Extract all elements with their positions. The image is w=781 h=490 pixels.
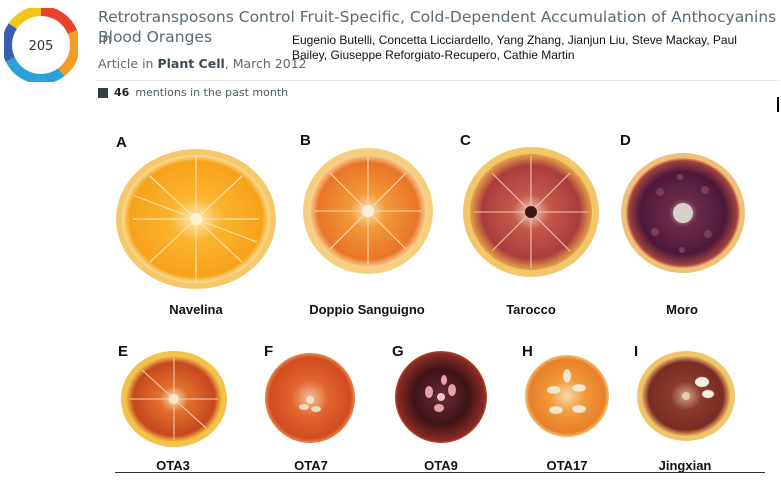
label-ota17: OTA17 xyxy=(546,458,588,473)
moro-orange-image xyxy=(621,153,745,273)
authors-line2: Bailey, Giuseppe Reforgiato-Recupero, Ca… xyxy=(292,48,575,62)
text-cursor xyxy=(777,97,779,112)
ota3-orange-image xyxy=(121,351,227,447)
article-meta: Article in Plant Cell, March 2012 xyxy=(98,56,307,71)
panel-letter-f: F xyxy=(264,343,274,360)
label-ota9: OTA9 xyxy=(424,458,458,473)
doppio-sanguigno-orange-image xyxy=(303,148,433,274)
panel-letter-c: C xyxy=(460,132,471,149)
ota17-orange-image xyxy=(525,355,609,437)
panel-letter-g: G xyxy=(392,343,404,360)
mentions-square-icon xyxy=(98,87,108,98)
panel-letter-b: B xyxy=(300,132,311,149)
journal-name[interactable]: Plant Cell xyxy=(157,56,225,71)
meta-prefix: Article in xyxy=(98,56,154,71)
mentions-summary[interactable]: 46 mentions in the past month xyxy=(98,86,288,99)
label-navelina: Navelina xyxy=(169,302,223,317)
ota9-orange-image xyxy=(395,351,487,443)
panel-letter-e: E xyxy=(118,343,129,360)
panel-letter-h: H xyxy=(522,343,533,360)
authors-line1: Eugenio Butelli, Concetta Licciardello, … xyxy=(292,33,737,47)
ota7-orange-image xyxy=(265,353,355,443)
label-ota3: OTA3 xyxy=(156,458,190,473)
mentions-count: 46 xyxy=(114,86,130,99)
author-list: Eugenio Butelli, Concetta Licciardello, … xyxy=(292,33,762,63)
header-divider xyxy=(96,80,780,81)
altmetric-score: 205 xyxy=(29,39,54,54)
article-title-line1[interactable]: Retrotransposons Control Fruit-Specific,… xyxy=(98,8,777,48)
panel-letter-d: D xyxy=(620,132,631,149)
panel-letter-a: A xyxy=(116,134,127,151)
figure-bottom-rule xyxy=(115,472,765,473)
mentions-text: mentions in the past month xyxy=(135,86,289,99)
navelina-orange-image xyxy=(116,149,276,289)
label-doppio-sanguigno: Doppio Sanguigno xyxy=(309,302,425,317)
label-jingxian: Jingxian xyxy=(658,458,712,473)
label-ota7: OTA7 xyxy=(294,458,328,473)
label-moro: Moro xyxy=(666,302,698,317)
altmetric-badge[interactable]: 205 xyxy=(4,8,78,82)
jingxian-orange-image xyxy=(637,351,735,441)
tarocco-orange-image xyxy=(463,147,599,277)
panel-letter-i: I xyxy=(634,343,639,360)
label-tarocco: Tarocco xyxy=(506,302,556,317)
article-title-line2[interactable]: Blood Oranges xyxy=(98,28,213,46)
publication-date: , March 2012 xyxy=(224,56,307,71)
